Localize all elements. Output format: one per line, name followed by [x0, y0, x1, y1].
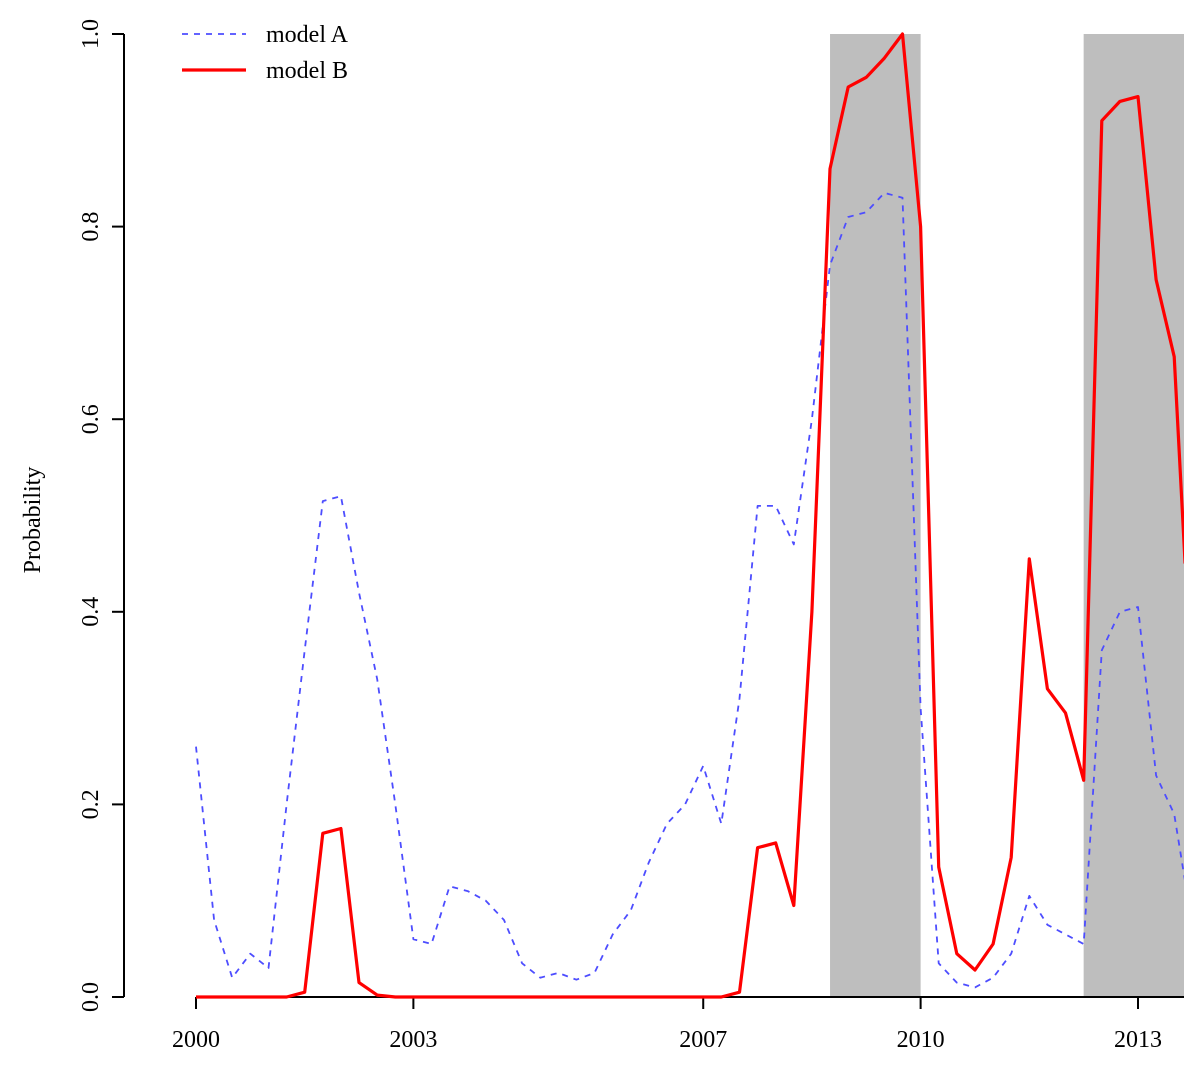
y-tick-label-0.8: 0.8	[78, 212, 104, 242]
y-axis-label: Probability	[20, 467, 46, 574]
legend-label-model-a: model A	[266, 22, 349, 48]
shaded-regions	[830, 34, 1184, 997]
series-line-model-b	[196, 32, 1184, 999]
y-tick-label-1.0: 1.0	[78, 19, 104, 49]
legend: model A model B	[182, 22, 349, 84]
x-tick-label-2013: 2013	[1114, 1027, 1162, 1053]
x-tick-label-2007: 2007	[679, 1027, 727, 1053]
axes: 0.0 0.2 0.4 0.6 0.8 1.0 2000 2003 2007 2010 2013	[78, 19, 1184, 1053]
y-tick-label-0.6: 0.6	[78, 404, 104, 434]
y-tick-label-0.0: 0.0	[78, 982, 104, 1012]
x-tick-label-2010: 2010	[897, 1027, 945, 1053]
x-tick-label-2003: 2003	[389, 1027, 437, 1053]
shaded-region-1	[830, 34, 921, 997]
y-tick-label-0.4: 0.4	[78, 597, 104, 627]
y-tick-label-0.2: 0.2	[78, 789, 104, 819]
x-tick-label-2000: 2000	[172, 1027, 220, 1053]
legend-label-model-b: model B	[266, 58, 348, 84]
series-lines	[195, 32, 1184, 999]
series-line-model-a	[195, 192, 1184, 989]
